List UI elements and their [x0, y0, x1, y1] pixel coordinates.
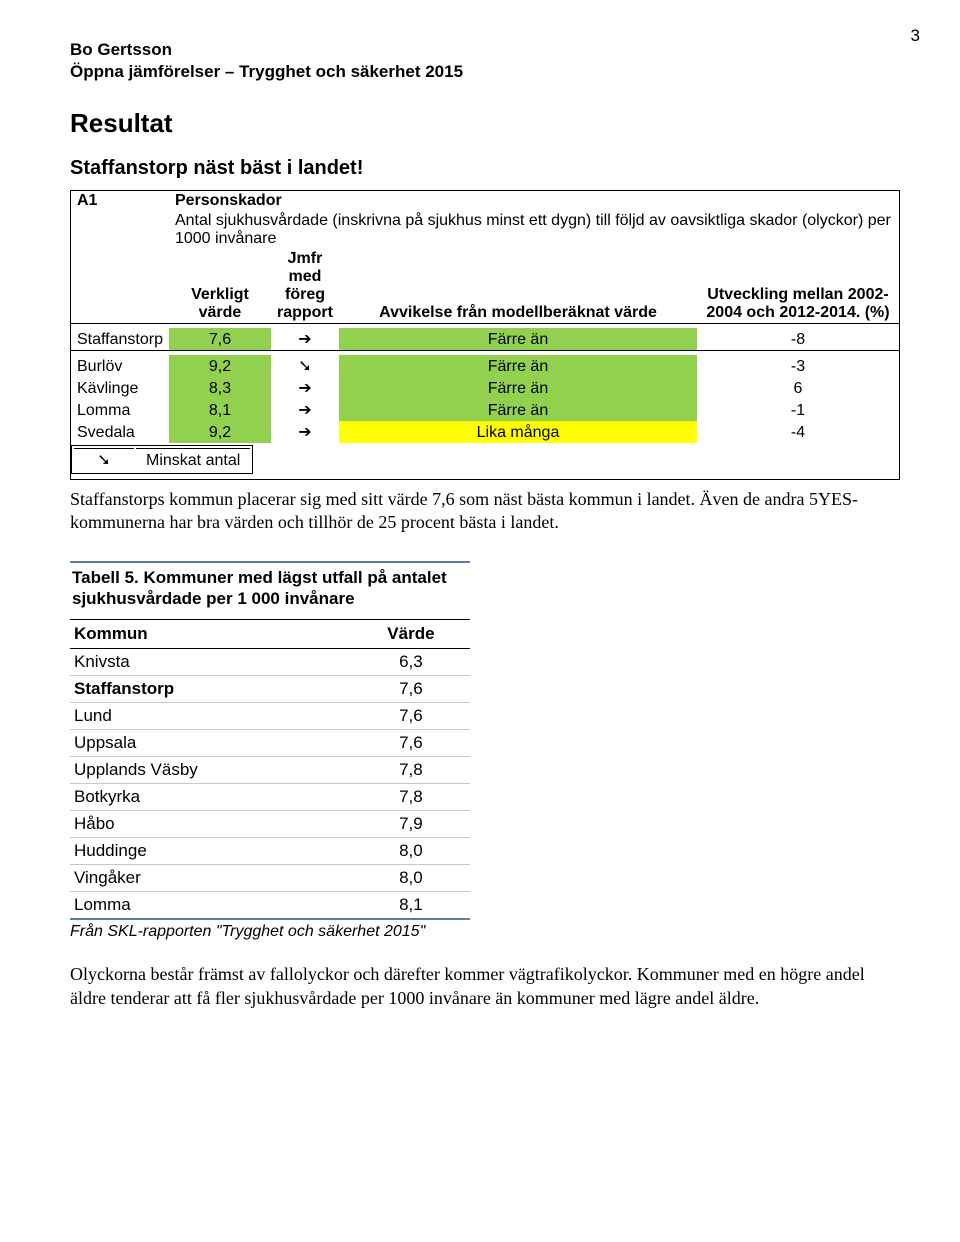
table-a1-headrow2: Antal sjukhusvårdade (inskrivna på sjukh…	[71, 211, 900, 249]
cell-kommun: Lund	[70, 703, 352, 730]
cell-varde: 7,6	[352, 703, 470, 730]
table-row: Lund7,6	[70, 703, 470, 730]
legend-text: Minskat antal	[136, 448, 250, 471]
cell-name: Lomma	[71, 399, 169, 421]
cell-varde: 7,6	[352, 676, 470, 703]
legend-row: ➘ Minskat antal	[71, 443, 900, 480]
table-row: Lomma8,1	[70, 892, 470, 920]
cell-arrow: ➔	[271, 377, 339, 399]
table-row: Botkyrka7,8	[70, 784, 470, 811]
table-a1-headrow1: A1 Personskador	[71, 191, 900, 212]
table2-wrap: Tabell 5. Kommuner med lägst utfall på a…	[70, 561, 470, 942]
cell-val: 9,2	[169, 355, 271, 377]
cell-kommun: Upplands Väsby	[70, 757, 352, 784]
cell-varde: 7,8	[352, 784, 470, 811]
cell-utv: -3	[697, 355, 900, 377]
cell-varde: 7,6	[352, 730, 470, 757]
table-row: Lomma8,1➔Färre än-1	[71, 399, 900, 421]
col-verkligt: Verkligt värde	[169, 249, 271, 324]
cell-arrow: ➔	[271, 399, 339, 421]
cell-kommun: Staffanstorp	[70, 676, 352, 703]
header-subtitle: Öppna jämförelser – Trygghet och säkerhe…	[70, 62, 900, 82]
table-row: Vingåker8,0	[70, 865, 470, 892]
cell-avv: Lika många	[339, 421, 697, 443]
cell-kommun: Botkyrka	[70, 784, 352, 811]
cell-kommun: Huddinge	[70, 838, 352, 865]
cell-varde: 7,8	[352, 757, 470, 784]
table-row: Huddinge8,0	[70, 838, 470, 865]
a1-name: Personskador	[169, 191, 900, 212]
table2: Kommun Värde Knivsta6,3Staffanstorp7,6Lu…	[70, 620, 470, 920]
para-2: Olyckorna består främst av fallolyckor o…	[70, 963, 900, 1010]
legend-box: ➘ Minskat antal	[71, 445, 253, 474]
col-utv: Utveckling mellan 2002-2004 och 2012-201…	[697, 249, 900, 324]
table-row: Kävlinge8,3➔Färre än6	[71, 377, 900, 399]
table-a1: A1 Personskador Antal sjukhusvårdade (in…	[70, 190, 900, 480]
cell-utv: -1	[697, 399, 900, 421]
col-jmfr: Jmfr med föreg rapport	[271, 249, 339, 324]
cell-name: Kävlinge	[71, 377, 169, 399]
col-avv: Avvikelse från modellberäknat värde	[339, 249, 697, 324]
cell-varde: 8,1	[352, 892, 470, 920]
table-a1-colheads: Verkligt värde Jmfr med föreg rapport Av…	[71, 249, 900, 324]
cell-avv: Färre än	[339, 377, 697, 399]
table2-footnote: Från SKL-rapporten "Trygghet och säkerhe…	[70, 920, 470, 941]
cell-kommun: Lomma	[70, 892, 352, 920]
cell-kommun: Uppsala	[70, 730, 352, 757]
t2-col-kommun: Kommun	[70, 620, 352, 649]
cell-name: Staffanstorp	[71, 328, 169, 351]
cell-varde: 8,0	[352, 865, 470, 892]
cell-val: 9,2	[169, 421, 271, 443]
table-row: Uppsala7,6	[70, 730, 470, 757]
para-1: Staffanstorps kommun placerar sig med si…	[70, 488, 900, 535]
cell-kommun: Vingåker	[70, 865, 352, 892]
table2-title: Tabell 5. Kommuner med lägst utfall på a…	[70, 561, 470, 621]
cell-val: 7,6	[169, 328, 271, 351]
a1-code: A1	[71, 191, 169, 324]
table-row: Burlöv9,2➘Färre än-3	[71, 355, 900, 377]
cell-avv: Färre än	[339, 355, 697, 377]
legend-arrow: ➘	[74, 448, 134, 471]
cell-avv: Färre än	[339, 399, 697, 421]
table-row: Upplands Väsby7,8	[70, 757, 470, 784]
cell-kommun: Håbo	[70, 811, 352, 838]
cell-name: Svedala	[71, 421, 169, 443]
header-author: Bo Gertsson	[70, 40, 900, 60]
cell-kommun: Knivsta	[70, 649, 352, 676]
t2-col-varde: Värde	[352, 620, 470, 649]
cell-utv: -4	[697, 421, 900, 443]
table-row: Håbo7,9	[70, 811, 470, 838]
table-row: Staffanstorp7,6	[70, 676, 470, 703]
page: 3 Bo Gertsson Öppna jämförelser – Tryggh…	[0, 0, 960, 1076]
cell-arrow: ➔	[271, 421, 339, 443]
row-staffanstorp: Staffanstorp 7,6 ➔ Färre än -8	[71, 328, 900, 351]
cell-val: 8,1	[169, 399, 271, 421]
cell-arrow: ➘	[271, 355, 339, 377]
cell-utv: 6	[697, 377, 900, 399]
table-row: Knivsta6,3	[70, 649, 470, 676]
a1-desc: Antal sjukhusvårdade (inskrivna på sjukh…	[169, 211, 900, 249]
cell-varde: 6,3	[352, 649, 470, 676]
cell-utv: -8	[697, 328, 900, 351]
heading-sub: Staffanstorp näst bäst i landet!	[70, 157, 900, 180]
cell-avv: Färre än	[339, 328, 697, 351]
cell-arrow: ➔	[271, 328, 339, 351]
table-row: Svedala9,2➔Lika många-4	[71, 421, 900, 443]
cell-varde: 8,0	[352, 838, 470, 865]
cell-name: Burlöv	[71, 355, 169, 377]
page-number: 3	[911, 26, 920, 46]
heading-resultat: Resultat	[70, 108, 900, 139]
cell-varde: 7,9	[352, 811, 470, 838]
cell-val: 8,3	[169, 377, 271, 399]
